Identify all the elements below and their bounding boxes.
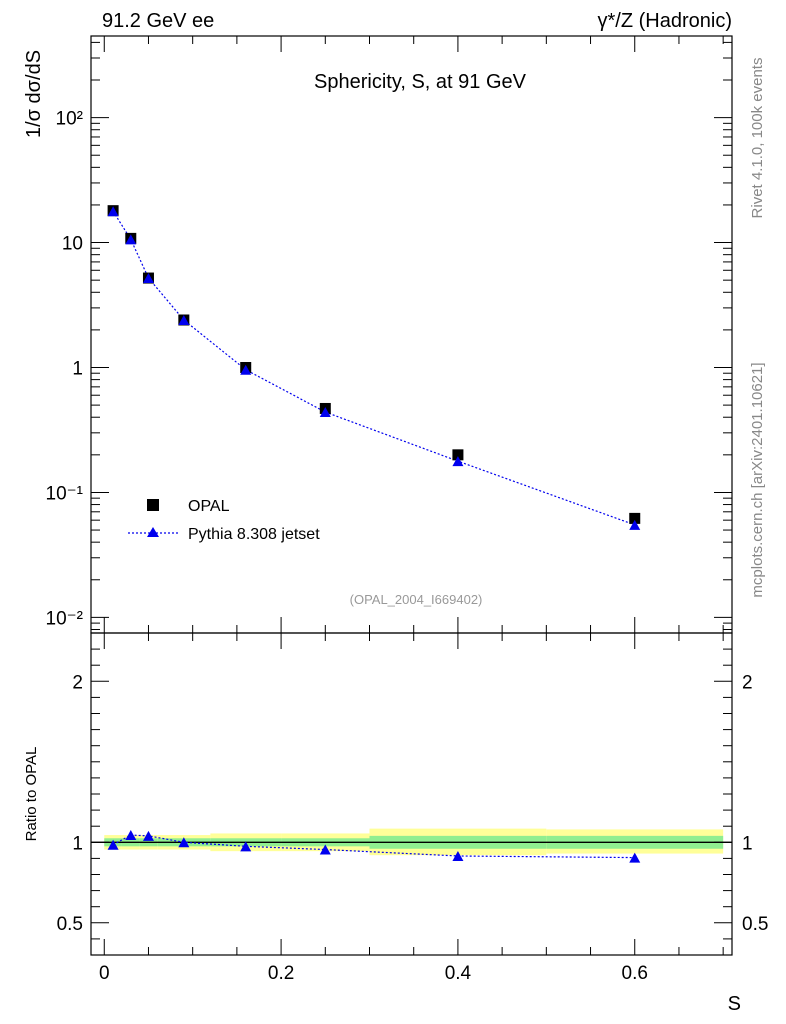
main-plot-frame xyxy=(90,35,733,634)
pythia-point xyxy=(240,364,252,375)
analysis-annotation: (OPAL_2004_I669402) xyxy=(350,592,483,607)
pythia-line xyxy=(112,210,635,526)
y-tick-label: 10 xyxy=(62,234,83,255)
main-axis-ticks: 10⁻² 10⁻¹ 1 10 10² xyxy=(46,36,732,633)
pythia-point xyxy=(319,407,331,418)
ratio-point xyxy=(178,837,190,848)
legend: OPAL Pythia 8.308 jetset xyxy=(128,498,320,543)
legend-marker-opal xyxy=(147,499,159,511)
x-tick-label: 0 xyxy=(99,963,110,984)
ratio-point xyxy=(142,830,154,841)
y-tick-label: 10² xyxy=(56,109,83,130)
ratio-point xyxy=(107,839,119,850)
pythia-point xyxy=(107,206,119,217)
header-right: γ*/Z (Hadronic) xyxy=(598,10,732,32)
ratio-point xyxy=(125,830,137,841)
ratio-y-tick-label-right: 0.5 xyxy=(742,914,768,935)
pythia-point xyxy=(125,234,137,245)
y-tick-label: 10⁻² xyxy=(46,608,84,629)
opal-point xyxy=(629,512,641,524)
ratio-point xyxy=(319,844,331,855)
ratio-uncertainty-bands xyxy=(91,828,732,856)
ratio-point xyxy=(452,850,464,861)
pythia-point xyxy=(178,314,190,325)
opal-point xyxy=(452,449,464,461)
ratio-series-layer xyxy=(107,830,641,863)
pythia-point xyxy=(629,519,641,530)
legend-label-pythia: Pythia 8.308 jetset xyxy=(188,526,320,543)
main-series-layer xyxy=(107,205,641,530)
mcplots-label: mcplots.cern.ch [arXiv:2401.10621] xyxy=(749,362,766,597)
x-tick-label: 0.6 xyxy=(622,963,648,984)
pythia-point xyxy=(142,273,154,284)
y-tick-label: 10⁻¹ xyxy=(46,483,84,504)
ratio-y-tick-label: 2 xyxy=(72,672,83,693)
legend-label-opal: OPAL xyxy=(188,498,230,515)
legend-marker-pythia xyxy=(147,527,159,537)
x-axis-label: S xyxy=(728,993,741,1015)
ratio-point xyxy=(240,841,252,852)
main-y-axis-label: 1/σ dσ/dS xyxy=(23,50,45,138)
ratio-y-tick-label-right: 2 xyxy=(742,672,753,693)
chart-title: Sphericity, S, at 91 GeV xyxy=(314,71,527,93)
x-tick-label: 0.4 xyxy=(445,963,472,984)
ratio-y-tick-label-right: 1 xyxy=(742,833,753,854)
ratio-line xyxy=(112,834,635,859)
ratio-axis-ticks: 0.5 0.5 1 1 2 2 0 0.2 0.4 0.6 xyxy=(57,632,768,984)
ratio-y-tick-label: 0.5 xyxy=(57,914,83,935)
ratio-y-axis-label: Ratio to OPAL xyxy=(23,747,40,842)
y-tick-label: 1 xyxy=(72,359,83,380)
ratio-plot-frame xyxy=(90,632,733,956)
ratio-y-tick-label: 1 xyxy=(72,833,83,854)
rivet-version-label: Rivet 4.1.0, 100k events xyxy=(749,58,766,219)
x-tick-label: 0.2 xyxy=(268,963,294,984)
header-left: 91.2 GeV ee xyxy=(102,10,214,32)
pythia-point xyxy=(452,456,464,467)
ratio-point xyxy=(629,852,641,863)
